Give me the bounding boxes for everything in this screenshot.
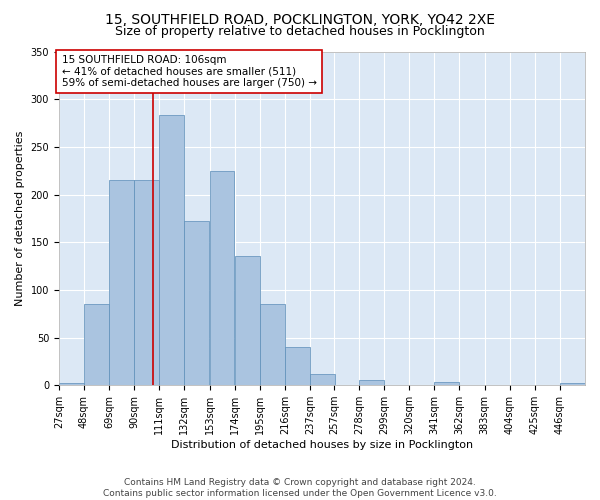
Bar xyxy=(209,170,235,385)
Bar xyxy=(184,221,209,385)
Bar xyxy=(310,374,335,385)
X-axis label: Distribution of detached houses by size in Pocklington: Distribution of detached houses by size … xyxy=(171,440,473,450)
Bar xyxy=(359,380,384,385)
Bar xyxy=(434,382,459,385)
Bar xyxy=(560,384,585,385)
Bar xyxy=(260,304,284,385)
Bar xyxy=(59,384,84,385)
Bar xyxy=(285,347,310,385)
Text: Contains HM Land Registry data © Crown copyright and database right 2024.
Contai: Contains HM Land Registry data © Crown c… xyxy=(103,478,497,498)
Y-axis label: Number of detached properties: Number of detached properties xyxy=(15,130,25,306)
Text: 15 SOUTHFIELD ROAD: 106sqm
← 41% of detached houses are smaller (511)
59% of sem: 15 SOUTHFIELD ROAD: 106sqm ← 41% of deta… xyxy=(62,55,317,88)
Text: 15, SOUTHFIELD ROAD, POCKLINGTON, YORK, YO42 2XE: 15, SOUTHFIELD ROAD, POCKLINGTON, YORK, … xyxy=(105,12,495,26)
Bar xyxy=(235,256,260,385)
Text: Size of property relative to detached houses in Pocklington: Size of property relative to detached ho… xyxy=(115,25,485,38)
Bar xyxy=(84,304,109,385)
Bar xyxy=(160,116,184,385)
Bar xyxy=(109,180,134,385)
Bar xyxy=(134,180,159,385)
